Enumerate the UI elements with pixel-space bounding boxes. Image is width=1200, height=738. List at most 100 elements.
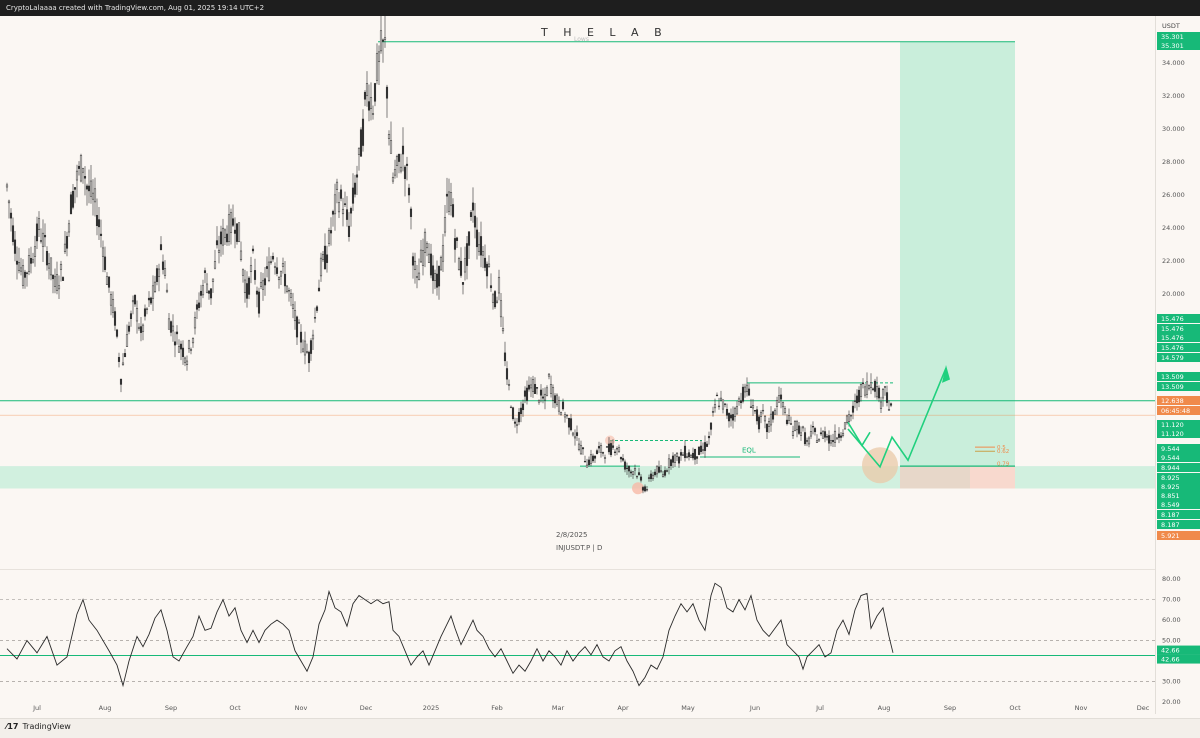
candle-body bbox=[763, 415, 767, 422]
x-tick: Mar bbox=[552, 704, 565, 712]
candle-body bbox=[389, 140, 393, 154]
x-tick: Jun bbox=[749, 704, 760, 712]
candle-body bbox=[729, 414, 733, 419]
candle-body bbox=[99, 233, 103, 236]
candle-body bbox=[251, 248, 255, 252]
candle-body bbox=[791, 431, 795, 437]
candle-body bbox=[409, 208, 413, 217]
price-tag bbox=[1157, 372, 1200, 381]
candle-body bbox=[313, 317, 317, 319]
candle-body bbox=[857, 389, 861, 403]
candle-body bbox=[41, 232, 45, 247]
price-tag-text: 11.120 bbox=[1161, 430, 1184, 438]
candle-body bbox=[547, 373, 551, 377]
candle-body bbox=[105, 276, 109, 285]
price-tag-text: 06:45:48 bbox=[1161, 407, 1190, 415]
candle-body bbox=[433, 273, 437, 281]
candle-body bbox=[47, 263, 51, 269]
candle-body bbox=[111, 299, 115, 313]
candle-body bbox=[545, 387, 549, 396]
candle-body bbox=[39, 240, 43, 242]
candle-body bbox=[29, 258, 33, 264]
candle-body bbox=[435, 273, 439, 288]
candle-body bbox=[353, 182, 357, 195]
candle-body bbox=[449, 192, 453, 206]
candle-body bbox=[133, 295, 137, 305]
candle-body bbox=[113, 311, 117, 326]
candle-body bbox=[785, 419, 789, 425]
entry-box bbox=[900, 466, 970, 489]
price-chart[interactable]: EQL Lows 0.620.5 0.79 Jul Aug Sep Oct Nov Dec 2025… bbox=[0, 8, 1155, 714]
osc-y-tick: 70.00 bbox=[1162, 596, 1181, 604]
candle-body bbox=[581, 447, 585, 450]
x-tick: Oct bbox=[229, 704, 241, 712]
candle-body bbox=[627, 466, 631, 472]
fib-label: 0.62 bbox=[997, 449, 1009, 455]
candle-body bbox=[849, 415, 853, 417]
attribution-text: CryptoLalaaaa created with TradingView.c… bbox=[6, 4, 265, 12]
x-tick: Sep bbox=[165, 704, 177, 712]
candle-body bbox=[347, 225, 351, 237]
candle-body bbox=[15, 260, 19, 265]
candle-body bbox=[803, 432, 807, 445]
candle-body bbox=[495, 300, 499, 303]
candle-body bbox=[93, 188, 97, 203]
candle-body bbox=[69, 194, 73, 215]
candle-body bbox=[419, 249, 423, 263]
x-tick: Dec bbox=[360, 704, 373, 712]
candle-body bbox=[415, 276, 419, 278]
pane-separator[interactable] bbox=[0, 569, 1155, 570]
candle-body bbox=[839, 435, 843, 438]
candle-body bbox=[335, 181, 339, 190]
candle-body bbox=[689, 455, 693, 458]
candle-body bbox=[303, 340, 307, 356]
candle-body bbox=[439, 256, 443, 271]
candle-body bbox=[679, 452, 683, 456]
candle-body bbox=[589, 454, 593, 464]
price-tag bbox=[1157, 333, 1200, 342]
price-axis-svg[interactable]: USDT 34.000 32.000 30.000 28.000 26.000 24.000… bbox=[1156, 16, 1200, 714]
candle-body bbox=[199, 290, 203, 296]
main-chart-area[interactable]: EQL Lows 0.62 0.5 0.79 Jul Aug Sep Oct Nov Dec 2025… bbox=[0, 8, 1155, 714]
candle-body bbox=[329, 230, 333, 234]
price-tag-text: 15.476 bbox=[1161, 334, 1184, 342]
candle-body bbox=[445, 193, 449, 197]
price-tag bbox=[1157, 324, 1200, 333]
candle-body bbox=[125, 334, 129, 347]
candle-body bbox=[53, 276, 57, 287]
candle-body bbox=[403, 166, 407, 179]
candle-body bbox=[391, 176, 395, 182]
x-tick: Jul bbox=[32, 704, 41, 712]
candle-body bbox=[479, 236, 483, 256]
candle-body bbox=[297, 322, 301, 324]
candle-body bbox=[287, 290, 291, 292]
candle-body bbox=[207, 290, 211, 294]
price-axis[interactable]: USDT 34.000 32.000 30.000 28.000 26.000 24.000… bbox=[1155, 16, 1200, 714]
candle-body bbox=[141, 324, 145, 332]
candle-body bbox=[425, 243, 429, 249]
candle-body bbox=[521, 403, 525, 411]
candle-body bbox=[687, 452, 691, 458]
candle-body bbox=[509, 406, 513, 409]
candle-body bbox=[575, 432, 579, 436]
candle-body bbox=[667, 458, 671, 469]
candle-body bbox=[103, 256, 107, 270]
candle-body bbox=[503, 352, 507, 362]
candle-body bbox=[711, 411, 715, 413]
candle-body bbox=[185, 360, 189, 365]
candle-body bbox=[843, 422, 847, 430]
candle-body bbox=[517, 412, 521, 423]
candle-body bbox=[743, 386, 747, 393]
price-tag bbox=[1157, 396, 1200, 405]
candle-body bbox=[587, 459, 591, 466]
tradingview-logo[interactable]: ⁄17 TradingView bbox=[6, 722, 71, 731]
candle-body bbox=[427, 253, 431, 263]
low-marker bbox=[632, 482, 644, 495]
candle-body bbox=[51, 275, 55, 280]
candle-body bbox=[393, 169, 397, 176]
candle-body bbox=[579, 445, 583, 455]
candle-body bbox=[637, 472, 641, 475]
candle-body bbox=[333, 194, 337, 215]
candle-body bbox=[235, 223, 239, 242]
candle-body bbox=[369, 97, 373, 109]
